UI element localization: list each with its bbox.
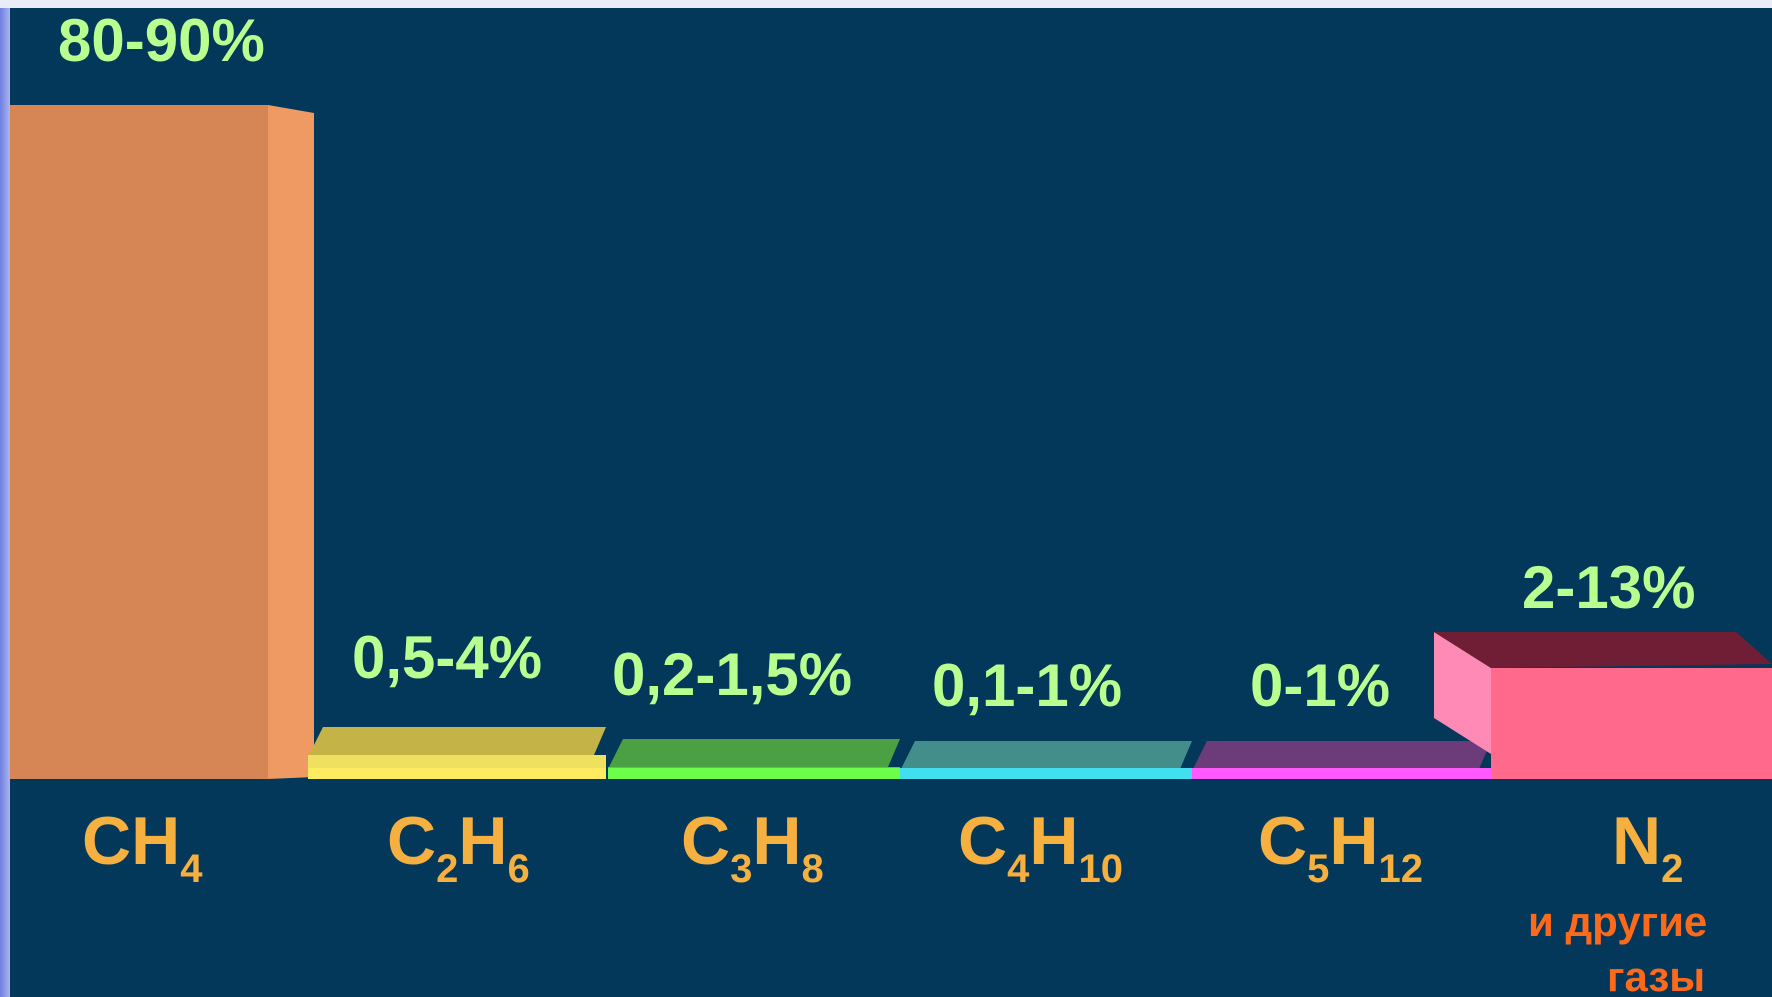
bar-side xyxy=(268,105,314,779)
category-label-2: C2H6 xyxy=(387,803,530,891)
bar-front xyxy=(1491,668,1772,779)
bar-bottom-edge xyxy=(1192,768,1491,779)
value-label-5: 0-1% xyxy=(1250,652,1390,719)
category-label-5: C5H12 xyxy=(1258,803,1423,891)
value-label-6: 2-13% xyxy=(1522,554,1695,621)
category-text: N2 xyxy=(1612,803,1683,891)
bar-top xyxy=(308,727,606,757)
category-label-3: C3H8 xyxy=(681,803,824,891)
bar-top xyxy=(1434,632,1772,668)
category-label-4: C4H10 xyxy=(958,803,1123,891)
bar-top xyxy=(900,741,1192,771)
bar-bottom-edge xyxy=(900,768,1192,779)
bar-4 xyxy=(900,741,1192,779)
bar-2 xyxy=(308,727,606,779)
category-text: C5H12 xyxy=(1258,803,1423,891)
category-note-line-2: газы xyxy=(1607,953,1705,997)
bar-5 xyxy=(1192,741,1491,779)
bar-top xyxy=(1192,741,1491,771)
category-text: C4H10 xyxy=(958,803,1123,891)
category-text: CH4 xyxy=(82,803,203,891)
bar-6 xyxy=(1434,632,1772,779)
bar-front xyxy=(10,105,268,779)
value-label-1: 80-90% xyxy=(58,7,265,74)
value-label-2: 0,5-4% xyxy=(352,624,542,691)
value-label-4: 0,1-1% xyxy=(932,652,1122,719)
category-label-6: N2 и другие газы xyxy=(1528,803,1707,997)
value-label-3: 0,2-1,5% xyxy=(612,641,852,708)
bar-top xyxy=(608,739,900,769)
bar-1 xyxy=(10,105,314,779)
bar-bottom-edge xyxy=(608,768,900,779)
bar-bottom-edge xyxy=(308,768,606,779)
top-strip xyxy=(0,0,1772,8)
category-text: C2H6 xyxy=(387,803,530,891)
category-text: C3H8 xyxy=(681,803,824,891)
bar-side xyxy=(1434,632,1491,754)
category-note-line-1: и другие xyxy=(1528,898,1707,945)
bar-3 xyxy=(608,739,900,779)
category-label-1: CH4 xyxy=(82,803,203,891)
